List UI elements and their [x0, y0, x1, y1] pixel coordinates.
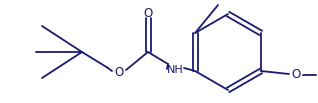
Text: NH: NH	[167, 65, 183, 75]
Text: O: O	[143, 6, 153, 19]
Text: O: O	[114, 66, 124, 78]
Text: O: O	[291, 68, 301, 81]
